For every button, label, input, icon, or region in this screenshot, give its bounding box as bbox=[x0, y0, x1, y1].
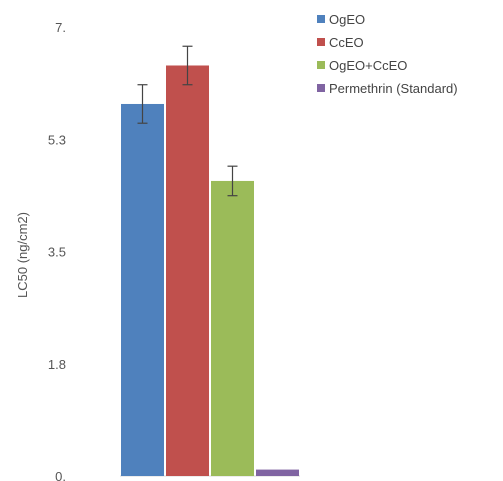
legend-label: CcEO bbox=[329, 35, 364, 50]
legend: OgEO CcEO OgEO+CcEO Permethrin (Standard) bbox=[317, 12, 458, 96]
y-axis-label: LC50 (ng/cm2) bbox=[15, 212, 30, 298]
legend-label: OgEO bbox=[329, 12, 365, 27]
bar bbox=[121, 103, 164, 476]
legend-item: CcEO bbox=[317, 35, 364, 50]
legend-label: OgEO+CcEO bbox=[329, 58, 407, 73]
legend-swatch bbox=[317, 38, 325, 46]
error-bar bbox=[137, 84, 148, 124]
y-axis-ticks: 0. 1.8 3.5 5.3 7. bbox=[48, 20, 66, 481]
error-bar bbox=[182, 45, 193, 86]
bar bbox=[166, 65, 209, 476]
bar bbox=[256, 469, 299, 476]
legend-item: Permethrin (Standard) bbox=[317, 81, 458, 96]
legend-item: OgEO+CcEO bbox=[317, 58, 407, 73]
y-tick-label: 7. bbox=[55, 20, 66, 35]
y-tick-label: 3.5 bbox=[48, 245, 66, 260]
bars bbox=[121, 45, 299, 476]
y-tick-label: 1.8 bbox=[48, 357, 66, 372]
legend-swatch bbox=[317, 84, 325, 92]
y-tick-label: 5.3 bbox=[48, 132, 66, 147]
y-tick-label: 0. bbox=[55, 469, 66, 481]
error-bar bbox=[227, 165, 238, 197]
legend-swatch bbox=[317, 61, 325, 69]
legend-label: Permethrin (Standard) bbox=[329, 81, 458, 96]
bar bbox=[211, 180, 254, 476]
legend-swatch bbox=[317, 15, 325, 23]
legend-item: OgEO bbox=[317, 12, 365, 27]
